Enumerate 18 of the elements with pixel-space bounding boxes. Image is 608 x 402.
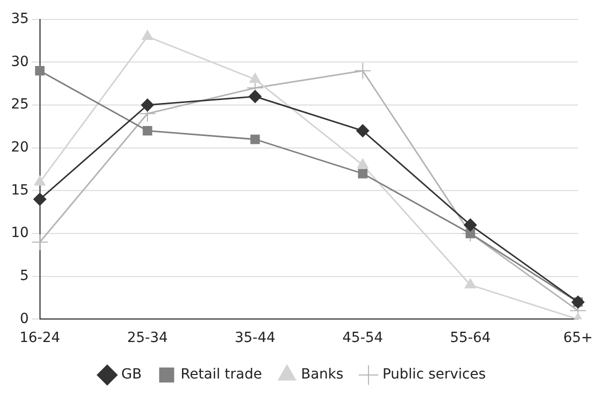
- y-tick-label: 35: [10, 11, 29, 28]
- legend-label: Public services: [382, 366, 486, 383]
- x-tick-label: 16-24: [19, 330, 60, 346]
- y-tick-label: 30: [10, 54, 29, 70]
- x-tick-label: 55-64: [450, 330, 491, 346]
- legend-label: Retail trade: [180, 366, 262, 383]
- y-tick-label: 25: [10, 96, 29, 113]
- y-tick-label: 5: [20, 268, 29, 284]
- y-tick-label: 15: [10, 182, 29, 198]
- x-tick-label: 25-34: [127, 330, 168, 346]
- x-tick-label: 65+: [563, 330, 593, 346]
- y-tick-label: 10: [10, 225, 29, 242]
- legend-label: GB: [121, 366, 142, 383]
- x-tick-label: 35-44: [234, 330, 276, 346]
- y-tick-label: 0: [20, 310, 29, 327]
- y-tick-label: 20: [10, 140, 29, 156]
- legend-label: Banks: [301, 366, 344, 383]
- x-tick-label: 45-54: [342, 330, 384, 346]
